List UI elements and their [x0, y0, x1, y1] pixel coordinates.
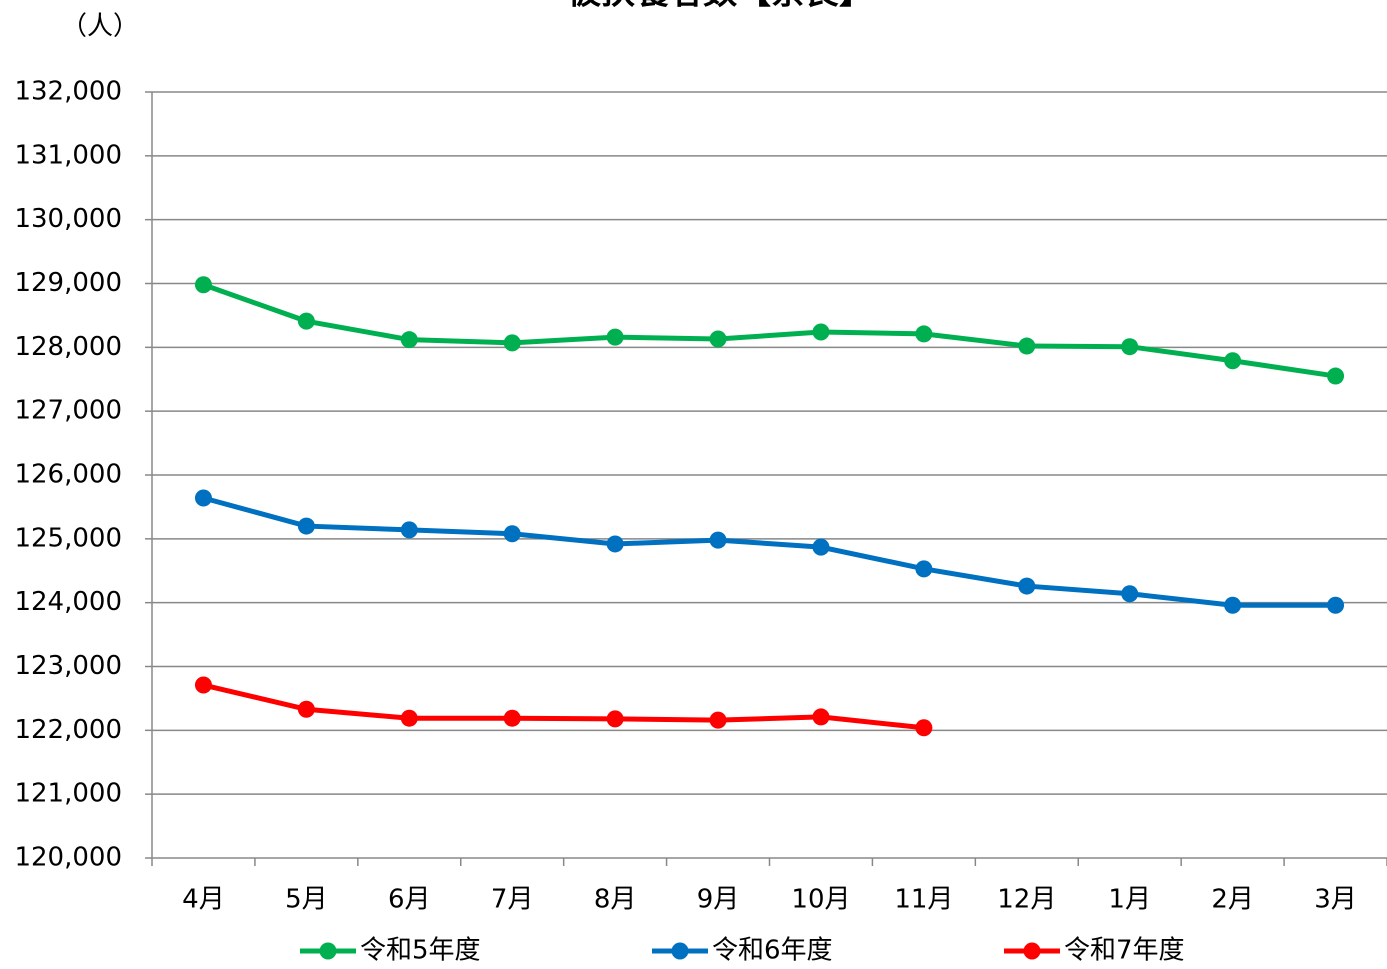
data-point [915, 719, 933, 737]
data-point [709, 531, 727, 549]
x-tick-label: 8月 [594, 885, 637, 915]
series-line [202, 495, 1336, 608]
legend-marker [671, 942, 689, 960]
x-tick-label: 1月 [1108, 885, 1151, 915]
data-point [400, 709, 418, 727]
data-point [1121, 338, 1139, 356]
data-point [709, 711, 727, 729]
legend-label: 令和7年度 [1064, 936, 1185, 966]
y-tick-label: 126,000 [14, 460, 122, 490]
data-point [1018, 337, 1036, 355]
x-tick-label: 2月 [1211, 885, 1254, 915]
x-tick-label: 4月 [182, 885, 225, 915]
legend-marker [1023, 942, 1041, 960]
y-tick-label: 122,000 [14, 715, 122, 745]
data-point [503, 334, 521, 352]
data-point [400, 331, 418, 349]
data-point [606, 710, 624, 728]
series-line [202, 282, 1336, 379]
x-tick-label: 6月 [388, 885, 431, 915]
x-tick-label: 9月 [697, 885, 740, 915]
data-point [194, 276, 212, 294]
y-tick-label: 132,000 [14, 77, 122, 107]
x-tick-label: 11月 [894, 885, 953, 915]
y-tick-label: 125,000 [14, 523, 122, 553]
data-point [297, 312, 315, 330]
x-tick-label: 7月 [491, 885, 534, 915]
data-point [297, 700, 315, 718]
data-point [1327, 596, 1345, 614]
data-point [1224, 596, 1242, 614]
chart-title: 被扶養者数【奈良】 [567, 0, 873, 13]
y-tick-label: 123,000 [14, 651, 122, 681]
legend-label: 令和6年度 [712, 936, 833, 966]
data-point [915, 560, 933, 578]
data-point [812, 708, 830, 726]
data-point [194, 489, 212, 507]
x-tick-label: 10月 [791, 885, 850, 915]
x-tick-label: 3月 [1314, 885, 1357, 915]
data-point [1224, 352, 1242, 370]
data-point [503, 525, 521, 543]
data-point [915, 325, 933, 343]
data-point [1121, 585, 1139, 603]
data-point [1018, 577, 1036, 595]
data-point [503, 709, 521, 727]
y-tick-label: 130,000 [14, 204, 122, 234]
x-tick-label: 5月 [285, 885, 328, 915]
data-point [400, 521, 418, 539]
data-point [606, 328, 624, 346]
y-axis-unit: （人） [61, 12, 139, 42]
data-point [606, 535, 624, 553]
series-line [202, 682, 925, 731]
data-point [194, 676, 212, 694]
data-point [1327, 367, 1345, 385]
data-point [297, 517, 315, 535]
legend-marker [319, 942, 337, 960]
y-tick-label: 121,000 [14, 779, 122, 809]
data-point [812, 323, 830, 341]
data-point [812, 538, 830, 556]
y-tick-label: 124,000 [14, 587, 122, 617]
legend-label: 令和5年度 [360, 936, 481, 966]
x-tick-label: 12月 [997, 885, 1056, 915]
y-tick-label: 131,000 [14, 140, 122, 170]
data-point [709, 330, 727, 348]
y-tick-label: 127,000 [14, 396, 122, 426]
y-tick-label: 129,000 [14, 268, 122, 298]
y-tick-label: 120,000 [14, 843, 122, 873]
y-tick-label: 128,000 [14, 332, 122, 362]
